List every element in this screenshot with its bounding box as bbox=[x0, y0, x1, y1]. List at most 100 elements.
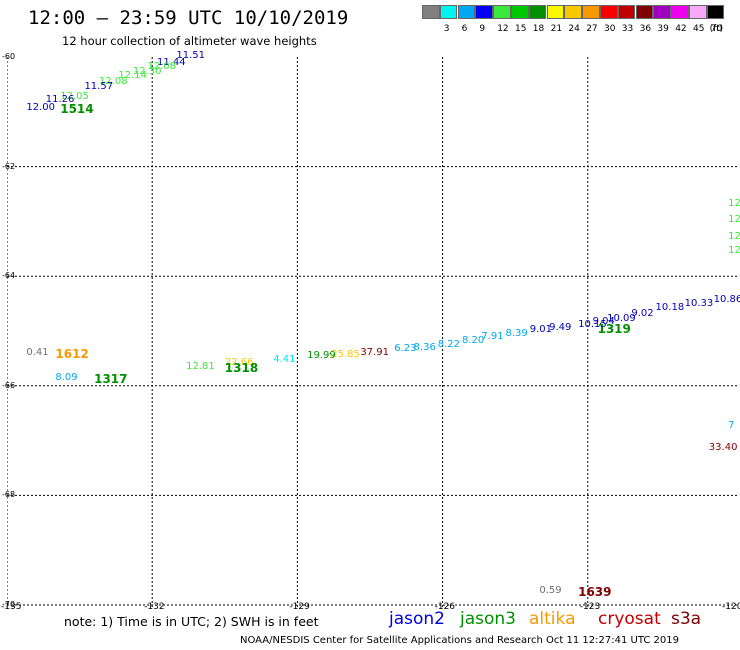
legend-swatch bbox=[635, 5, 654, 19]
longitude-label: -129 bbox=[289, 602, 310, 612]
legend-value-label: 27 bbox=[586, 24, 598, 34]
latitude-label: -70 bbox=[2, 600, 16, 609]
wave-height-label: 0.41 bbox=[26, 347, 49, 359]
longitude-label: -126 bbox=[434, 602, 456, 612]
legend-swatch bbox=[600, 5, 618, 19]
wave-height-label: 12. bbox=[728, 244, 740, 256]
legend-swatch bbox=[653, 5, 671, 19]
satellite-name-cryosat: cryosat bbox=[598, 609, 661, 629]
legend-swatch bbox=[475, 5, 493, 19]
legend-swatch bbox=[582, 5, 600, 19]
wave-height-label: 8.22 bbox=[437, 338, 461, 350]
satellite-name-jason3: jason3 bbox=[460, 609, 516, 629]
wave-height-label: 12.05 bbox=[60, 90, 89, 102]
legend-swatch bbox=[564, 5, 582, 19]
wave-height-label: 11.26 bbox=[45, 93, 75, 105]
legend-unit-label: (ft) bbox=[709, 24, 724, 34]
wave-height-label: 37.91 bbox=[360, 347, 389, 359]
wave-height-label: 12.30 bbox=[132, 66, 162, 78]
wave-height-label: 7.91 bbox=[481, 330, 504, 342]
wave-height-label: 8.36 bbox=[413, 341, 436, 353]
map-grid bbox=[7, 57, 737, 607]
wave-height-label: 0.59 bbox=[539, 585, 562, 597]
satellite-name-altika: altika bbox=[529, 609, 576, 629]
latitude-label: -60 bbox=[2, 52, 16, 61]
longitude-label: -135 bbox=[1, 602, 22, 612]
satellite-name-s3a: s3a bbox=[671, 609, 702, 629]
wave-height-label: 12.08 bbox=[98, 75, 128, 87]
legend-swatch bbox=[457, 5, 476, 19]
legend-value-label: 70 bbox=[710, 24, 723, 34]
legend-value-label: 45 bbox=[693, 24, 705, 34]
legend-swatch bbox=[528, 5, 547, 19]
wave-height-label: 10.33 bbox=[684, 297, 714, 309]
legend-value-label: 15 bbox=[515, 24, 527, 34]
wave-height-label: 22.66 bbox=[224, 356, 254, 368]
wave-height-label: 10.09 bbox=[607, 313, 636, 325]
wave-height-label: 10.86 bbox=[713, 293, 740, 305]
pass-time-label: 1317 bbox=[94, 371, 128, 386]
wave-height-label: 8.09 bbox=[55, 371, 78, 383]
pass-time-label: 1639 bbox=[578, 585, 612, 600]
legend-swatch bbox=[706, 5, 725, 19]
pass-time-label: 1514 bbox=[60, 102, 94, 117]
latitude-label: -66 bbox=[2, 380, 16, 390]
legend-swatch bbox=[546, 5, 565, 19]
legend-swatch bbox=[422, 5, 440, 19]
wave-height-label: 12.08 bbox=[147, 60, 176, 72]
altimeter-map bbox=[7, 57, 737, 607]
wave-height-label: 10.15 bbox=[578, 318, 607, 330]
wave-height-label: 8.39 bbox=[505, 327, 528, 339]
wave-height-label: 9.02 bbox=[631, 307, 654, 319]
map-title: 12:00 – 23:59 UTC 10/10/2019 bbox=[28, 7, 349, 29]
legend-value-label: 21 bbox=[550, 24, 563, 34]
latitude-label: -64 bbox=[2, 271, 16, 281]
wave-height-label: 19.99 bbox=[307, 349, 336, 361]
wave-height-label: 33.40 bbox=[708, 441, 738, 453]
longitude-label: -120 bbox=[722, 602, 740, 612]
legend-swatch bbox=[439, 5, 458, 19]
longitude-label: -123 bbox=[579, 602, 601, 612]
wave-height-label: 11.44 bbox=[157, 56, 186, 68]
units-note: note: 1) Time is in UTC; 2) SWH is in fe… bbox=[64, 614, 319, 629]
wave-height-label: 12.81 bbox=[186, 360, 215, 372]
legend-value-label: 33 bbox=[621, 24, 634, 34]
wave-height-label: 25.85 bbox=[331, 348, 360, 360]
wave-height-label: 9.49 bbox=[549, 322, 572, 334]
latitude-label: -62 bbox=[2, 161, 16, 171]
legend-value-label: 42 bbox=[675, 24, 687, 34]
pass-time-label: 1612 bbox=[55, 347, 89, 362]
latitude-label: -68 bbox=[2, 490, 16, 500]
legend-value-label: 12 bbox=[497, 24, 509, 34]
wave-height-label: 12 bbox=[728, 197, 740, 209]
legend-value-label: 30 bbox=[604, 24, 616, 34]
pass-time-label: 1318 bbox=[224, 360, 259, 375]
wave-height-label: 9.01 bbox=[529, 324, 552, 335]
wave-height-label: 12 bbox=[728, 214, 740, 226]
legend-swatch bbox=[493, 5, 511, 19]
legend-value-label: 18 bbox=[532, 24, 545, 34]
wave-height-label: 11.57 bbox=[84, 81, 114, 93]
wave-height-label: 11.51 bbox=[176, 50, 206, 61]
pass-time-label: 1319 bbox=[597, 322, 631, 337]
legend-swatch bbox=[671, 5, 689, 19]
satellite-name-jason2: jason2 bbox=[389, 609, 445, 629]
legend-value-label: 24 bbox=[568, 24, 580, 34]
wave-height-label: 7 bbox=[728, 419, 735, 431]
wave-height-label: 8.20 bbox=[461, 334, 485, 346]
map-subtitle: 12 hour collection of altimeter wave hei… bbox=[62, 34, 317, 48]
legend-value-label: 3 bbox=[443, 24, 450, 34]
wave-height-label: 10.18 bbox=[655, 302, 685, 314]
wave-height-label: 12 bbox=[728, 230, 740, 242]
wave-height-label: 12.14 bbox=[118, 70, 147, 82]
credit-footer: NOAA/NESDIS Center for Satellite Applica… bbox=[240, 635, 679, 646]
legend-swatch bbox=[689, 5, 707, 19]
legend-value-label: 9 bbox=[479, 24, 486, 34]
legend-swatch bbox=[617, 5, 636, 19]
legend-value-label: 39 bbox=[657, 24, 669, 34]
legend-value-label: 36 bbox=[639, 24, 652, 34]
wave-height-label: 6.23 bbox=[394, 343, 417, 355]
wave-height-label: 4.41 bbox=[273, 354, 296, 366]
wave-height-label: 9.04 bbox=[592, 315, 615, 327]
wave-height-label: 12.00 bbox=[26, 102, 55, 114]
